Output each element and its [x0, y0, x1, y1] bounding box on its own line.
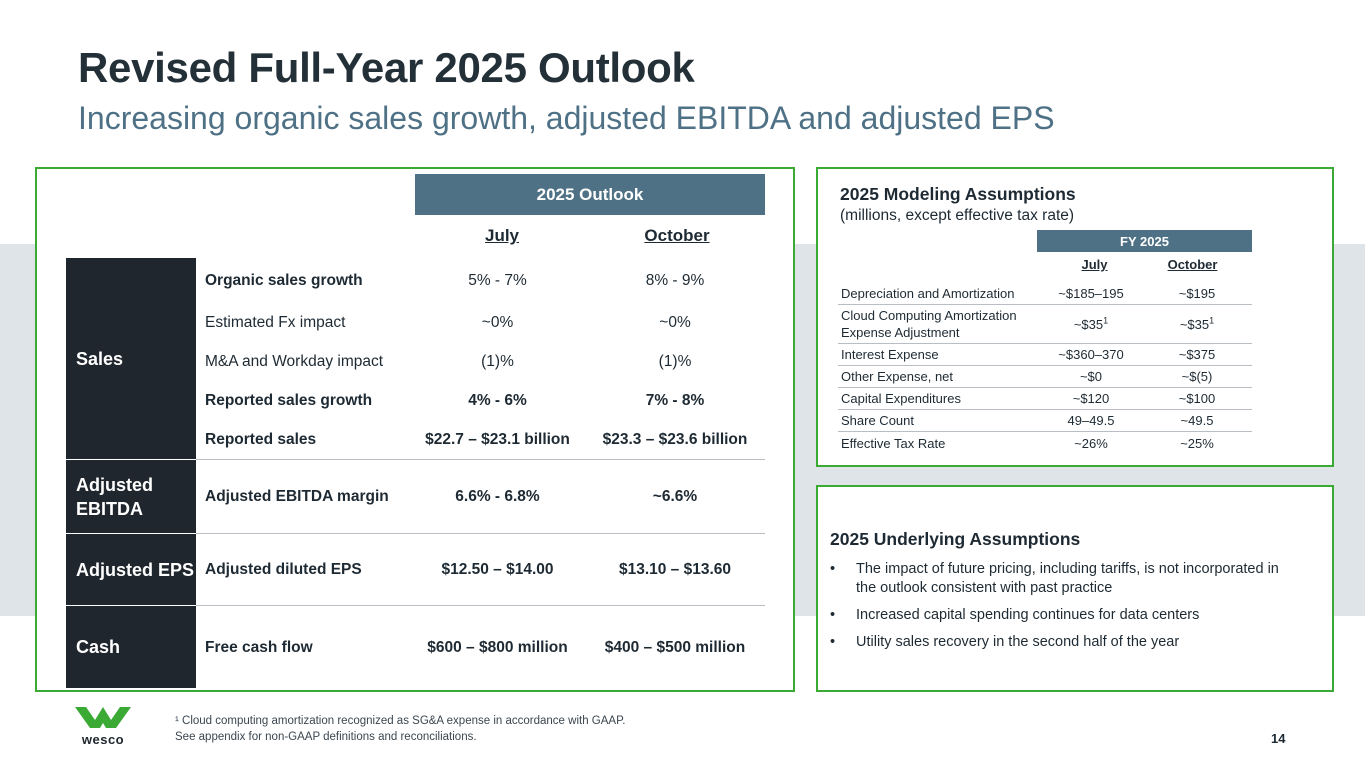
row-october: $400 – $500 million: [604, 639, 746, 656]
row-july: 49–49.5: [1067, 413, 1115, 428]
row-label: Estimated Fx impact: [205, 314, 346, 331]
row-october: (1)%: [658, 353, 692, 370]
row-july: ~0%: [481, 314, 514, 331]
footnote-marker: 1: [1103, 315, 1109, 326]
divider: [196, 533, 765, 534]
bullet-text: Utility sales recovery in the second hal…: [856, 634, 1180, 650]
table-row: Free cash flow $600 – $800 million $400 …: [205, 635, 765, 661]
table-row: Reported sales $22.7 – $23.1 billion $23…: [205, 427, 765, 453]
row-july: ~$185–195: [1058, 285, 1124, 301]
table-row: Cloud Computing Amortization Expense Adj…: [838, 305, 1252, 344]
wesco-logo-icon: [75, 707, 131, 728]
table-row: Other Expense, net ~$0 ~$(5): [838, 366, 1252, 388]
table-row: Reported sales growth 4% - 6% 7% - 8%: [205, 388, 765, 414]
section-adjusted-eps: Adjusted EPS: [66, 534, 196, 605]
page-number: 14: [1271, 731, 1286, 746]
footnote: ¹ Cloud computing amortization recognize…: [175, 715, 626, 727]
table-row: Capital Expenditures ~$120 ~$100: [838, 388, 1252, 410]
outlook-col-july: July: [484, 226, 520, 245]
row-july: 5% - 7%: [468, 272, 527, 289]
row-label: Reported sales: [205, 431, 317, 448]
outlook-header: 2025 Outlook: [415, 174, 765, 215]
table-row: Interest Expense ~$360–370 ~$375: [838, 344, 1252, 366]
row-label: Free cash flow: [205, 639, 313, 656]
bullet-icon: •: [830, 634, 836, 650]
row-july: 4% - 6%: [468, 392, 527, 409]
table-row: Organic sales growth 5% - 7% 8% - 9%: [205, 268, 765, 294]
modeling-header: FY 2025: [1037, 230, 1252, 252]
row-july: $600 – $800 million: [427, 639, 568, 656]
table-row: Effective Tax Rate ~26% ~25%: [838, 432, 1252, 454]
page-subtitle: Increasing organic sales growth, adjuste…: [78, 100, 1055, 136]
row-october: ~$375: [1178, 347, 1216, 362]
row-october: $13.10 – $13.60: [618, 561, 732, 578]
section-cash: Cash: [66, 606, 196, 688]
row-october: ~$100: [1178, 391, 1216, 406]
row-label: Adjusted EBITDA margin: [205, 488, 389, 505]
table-row: Share Count 49–49.5 ~49.5: [838, 410, 1252, 432]
row-july: ~26%: [1074, 435, 1108, 451]
table-row: Estimated Fx impact ~0% ~0%: [205, 310, 765, 336]
row-label: Reported sales growth: [205, 392, 373, 409]
list-item: • The impact of future pricing, includin…: [830, 560, 1286, 598]
modeling-assumptions-panel: [816, 167, 1334, 467]
row-july: (1)%: [481, 353, 514, 370]
row-october: ~0%: [659, 314, 691, 331]
row-october: ~25%: [1180, 435, 1214, 451]
table-row: Adjusted diluted EPS $12.50 – $14.00 $13…: [205, 557, 765, 583]
table-row: Adjusted EBITDA margin 6.6% - 6.8% ~6.6%: [205, 484, 765, 510]
section-adjusted-ebitda: Adjusted EBITDA: [66, 460, 196, 533]
wesco-logo: wesco: [75, 705, 131, 747]
row-october: ~$351: [1179, 315, 1215, 332]
row-label: Adjusted diluted EPS: [205, 561, 362, 578]
row-label: Share Count: [841, 413, 914, 428]
table-row: M&A and Workday impact (1)% (1)%: [205, 349, 765, 375]
modeling-col-october: October: [1167, 257, 1218, 272]
row-july: 6.6% - 6.8%: [455, 488, 540, 505]
list-item: • Utility sales recovery in the second h…: [830, 633, 1286, 652]
underlying-title: 2025 Underlying Assumptions: [830, 529, 1081, 549]
modeling-title: 2025 Modeling Assumptions: [840, 184, 1076, 204]
row-label: M&A and Workday impact: [205, 353, 384, 370]
row-july: $12.50 – $14.00: [441, 561, 554, 578]
row-label: Interest Expense: [841, 347, 939, 362]
row-july: ~$120: [1072, 391, 1110, 406]
table-row: Depreciation and Amortization ~$185–195 …: [838, 282, 1252, 305]
bullet-icon: •: [830, 607, 836, 623]
row-october: 8% - 9%: [645, 272, 705, 289]
bullet-text: The impact of future pricing, including …: [856, 561, 1279, 596]
divider: [196, 605, 765, 606]
page-title: Revised Full-Year 2025 Outlook: [78, 44, 695, 91]
row-october: ~$195: [1178, 285, 1216, 301]
divider: [196, 459, 765, 460]
row-label: Organic sales growth: [205, 272, 363, 289]
row-label: Cloud Computing Amortization Expense Adj…: [841, 308, 1017, 340]
underlying-assumptions-panel: [816, 485, 1334, 692]
row-july: ~$351: [1073, 315, 1109, 332]
modeling-col-july: July: [1081, 257, 1108, 272]
outlook-col-october: October: [644, 226, 710, 245]
footnote-appendix: See appendix for non-GAAP definitions an…: [175, 731, 477, 743]
row-october: ~6.6%: [652, 488, 698, 505]
row-july: ~$360–370: [1058, 347, 1124, 362]
row-label: Depreciation and Amortization: [841, 285, 1015, 301]
row-october: $23.3 – $23.6 billion: [602, 431, 748, 448]
row-label: Other Expense, net: [841, 369, 954, 384]
row-october: 7% - 8%: [645, 392, 705, 409]
list-item: • Increased capital spending continues f…: [830, 606, 1286, 625]
row-july: $22.7 – $23.1 billion: [425, 431, 570, 448]
section-sales: Sales: [66, 258, 196, 459]
row-october: ~$(5): [1181, 369, 1213, 384]
footnote-marker: 1: [1209, 315, 1215, 326]
modeling-subtitle: (millions, except effective tax rate): [840, 207, 1075, 224]
bullet-text: Increased capital spending continues for…: [856, 607, 1200, 623]
row-july: ~$0: [1079, 369, 1103, 384]
bullet-icon: •: [830, 561, 836, 577]
row-october: ~49.5: [1180, 413, 1214, 428]
row-label: Effective Tax Rate: [841, 435, 946, 451]
logo-text: wesco: [81, 732, 125, 747]
row-label: Capital Expenditures: [841, 391, 961, 406]
